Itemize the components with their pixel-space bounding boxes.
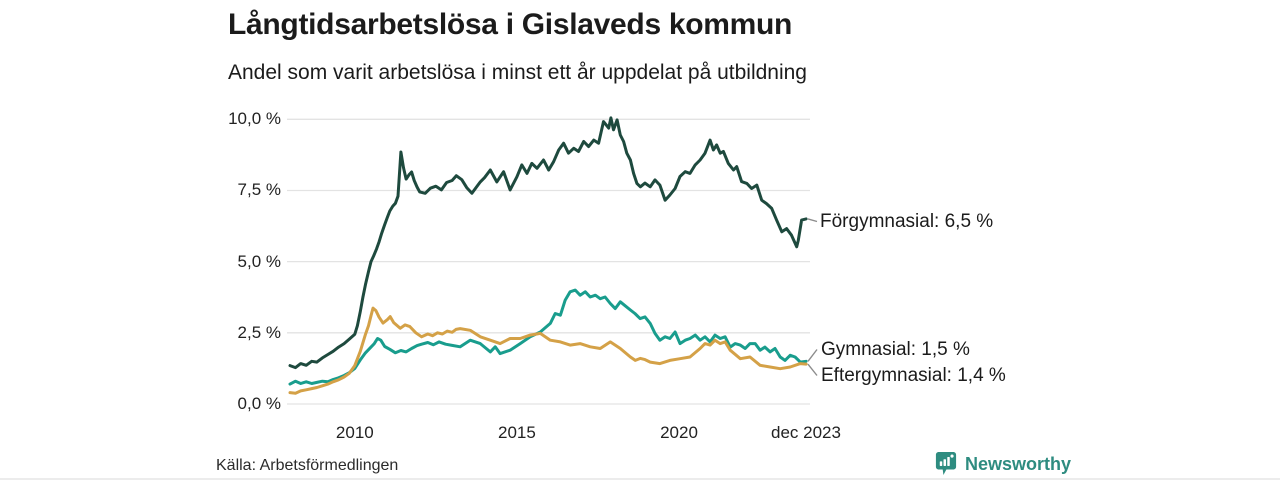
label-connector <box>807 363 818 376</box>
source-note: Källa: Arbetsförmedlingen <box>216 457 399 474</box>
line-label-eftergymnasial: Eftergymnasial: 1,4 % <box>821 365 1006 386</box>
line-gymnasial <box>288 288 808 386</box>
x-tick-label: 2020 <box>660 423 698 442</box>
line-förgymnasial <box>288 116 808 370</box>
y-tick-label: 2,5 % <box>237 322 281 342</box>
x-tick-label: 2015 <box>498 423 536 442</box>
newsworthy-icon <box>935 452 957 475</box>
page-title: Långtidsarbetslösa i Gislaveds kommun <box>228 8 793 41</box>
line-label-forgymnasial: Förgymnasial: 6,5 % <box>820 211 994 232</box>
line-eftergymnasial <box>288 306 808 395</box>
page-subtitle: Andel som varit arbetslösa i minst ett å… <box>228 61 807 84</box>
label-connector <box>807 218 818 223</box>
x-tick-label: dec 2023 <box>771 423 841 442</box>
brand-name: Newsworthy <box>965 453 1072 474</box>
y-tick-label: 5,0 % <box>237 251 281 271</box>
y-tick-label: 7,5 % <box>237 180 281 200</box>
line-label-gymnasial: Gymnasial: 1,5 % <box>821 339 970 360</box>
bottom-border <box>0 478 1280 480</box>
x-tick-label: 2010 <box>335 423 374 442</box>
brand-logo: Newsworthy <box>935 451 1071 476</box>
y-tick-label: 10,0 % <box>228 109 281 129</box>
y-tick-label: 0,0 % <box>237 394 281 413</box>
label-connector <box>807 349 818 362</box>
